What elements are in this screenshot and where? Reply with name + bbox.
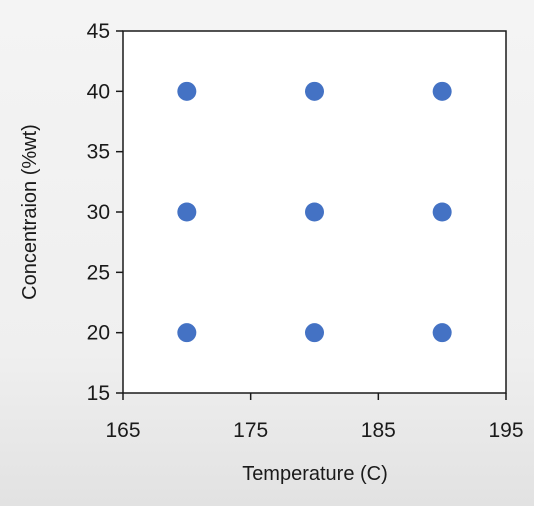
data-point	[432, 81, 452, 101]
data-point	[305, 202, 324, 222]
y-tick-label: 15	[87, 382, 110, 405]
y-tick-label: 45	[87, 20, 110, 43]
x-axis-title: Temperature (C)	[242, 463, 388, 485]
x-tick-label: 175	[233, 419, 268, 442]
data-points	[177, 81, 452, 343]
x-tick-label: 165	[105, 419, 140, 442]
data-point	[177, 202, 197, 222]
y-tick-label: 40	[87, 80, 110, 103]
x-tick-label: 185	[361, 419, 396, 442]
x-tick-label: 195	[488, 419, 523, 442]
y-axis-ticks: 15 20 25 30 35 40 45	[87, 20, 123, 405]
y-axis-title: Concentraion (%wt)	[19, 124, 41, 300]
data-point	[305, 323, 324, 343]
data-point	[432, 202, 452, 222]
x-axis-ticks: 165 175 185 195	[105, 393, 524, 442]
y-tick-label: 35	[87, 141, 110, 164]
data-point	[305, 81, 324, 101]
data-point	[177, 323, 197, 343]
data-point	[177, 81, 197, 101]
data-point	[432, 323, 452, 343]
y-tick-label: 25	[87, 261, 110, 284]
y-tick-label: 30	[87, 201, 110, 224]
y-tick-label: 20	[87, 322, 110, 345]
